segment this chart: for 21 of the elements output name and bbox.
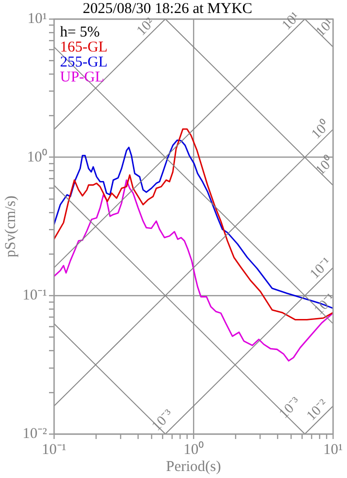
- y-tick-label: 10¹: [28, 10, 47, 27]
- annotation: 10²: [134, 15, 158, 39]
- annotation: 10⁻¹: [308, 255, 335, 282]
- text: 255-GL: [60, 54, 108, 70]
- annotation: 10⁰: [308, 118, 334, 142]
- y-axis-title: pSv(cm/s): [2, 196, 19, 258]
- y-tick-label: 10⁻²: [22, 426, 48, 442]
- text: 165-GL: [60, 39, 108, 56]
- chart-title: 2025/08/30 18:26 at MYKC: [82, 0, 252, 17]
- annotation: 10⁻²: [304, 396, 332, 424]
- text: UP-GL: [60, 69, 104, 86]
- annotation: 10¹: [313, 16, 337, 40]
- y-tick-label: 10⁰: [27, 148, 47, 166]
- x-tick-label: 10⁰: [184, 440, 204, 458]
- x-tick-label: 10⁻¹: [42, 442, 66, 458]
- annotation: 10¹: [280, 10, 304, 34]
- annotation: h= 5%: [60, 24, 100, 40]
- annotation: 10⁰: [312, 154, 338, 178]
- x-tick-label: 10¹: [323, 442, 343, 458]
- x-axis-title: Period(s): [166, 458, 221, 475]
- y-tick-label: 10⁻¹: [22, 288, 47, 304]
